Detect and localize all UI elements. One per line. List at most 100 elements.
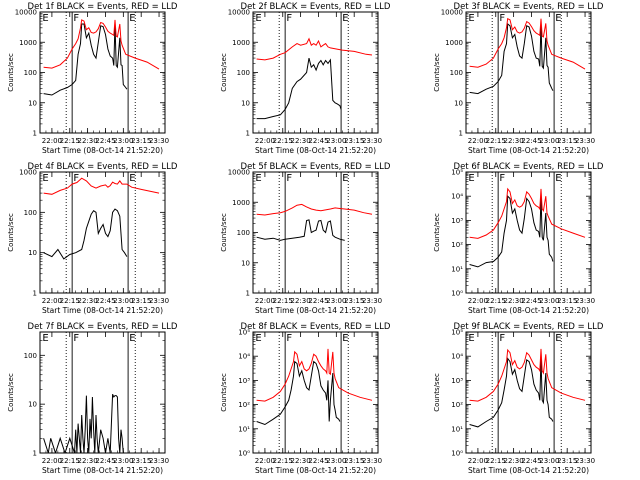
y-tick-label: 10⁴ — [451, 353, 463, 361]
x-tick-label: 22:15 — [60, 297, 80, 305]
detector-panel-7: Det 7f BLACK = Events, RED = LLD 1 10 100 22… — [7, 322, 178, 475]
x-tick-label: 22:15 — [486, 457, 506, 465]
x-tick-label: 22:45 — [95, 137, 115, 145]
x-tick-label: 22:00 — [468, 297, 488, 305]
y-tick-label: 10¹ — [451, 425, 463, 433]
y-axis-label: Counts/sec — [433, 213, 441, 252]
x-axis-label: Start Time (08-Oct-14 21:52:20) — [468, 146, 589, 155]
series-group — [469, 17, 586, 95]
x-tick-label: 22:00 — [255, 457, 275, 465]
lld-series-line — [256, 37, 373, 61]
events-series-line — [43, 394, 124, 453]
x-tick-label: 23:15 — [557, 457, 577, 465]
x-tick-label: 23:15 — [344, 297, 364, 305]
region-label: E — [342, 13, 348, 24]
y-tick-label: 10¹ — [451, 265, 463, 273]
plot-frame — [39, 331, 166, 454]
events-series-line — [256, 360, 341, 426]
x-tick-label: 23:00 — [113, 457, 133, 465]
x-tick-label: 22:45 — [308, 297, 328, 305]
x-tick-label: 22:15 — [486, 297, 506, 305]
y-tick-label: 10¹ — [238, 425, 250, 433]
region-label: F — [499, 333, 505, 344]
y-tick-label: 10⁵ — [238, 329, 250, 337]
plot-frame — [465, 11, 592, 134]
panel-title: Det 9f BLACK = Events, RED = LLD — [454, 322, 604, 332]
y-tick-label: 10 — [454, 99, 463, 107]
region-label: E — [555, 173, 561, 184]
x-tick-label: 23:00 — [326, 137, 346, 145]
y-tick-label: 10 — [28, 401, 37, 409]
region-label: E — [129, 13, 135, 24]
y-tick-label: 10 — [241, 259, 250, 267]
events-series-line — [469, 23, 554, 95]
region-label: E — [255, 173, 261, 184]
y-axis-label: Counts/sec — [7, 53, 15, 92]
x-tick-label: 22:30 — [504, 457, 524, 465]
x-tick-label: 22:30 — [78, 297, 98, 305]
x-axis-label: Start Time (08-Oct-14 21:52:20) — [42, 306, 163, 315]
y-tick-label: 100 — [237, 229, 250, 237]
panel-title: Det 8f BLACK = Events, RED = LLD — [241, 322, 391, 332]
plot-frame — [252, 11, 379, 134]
x-tick-label: 23:30 — [149, 457, 169, 465]
x-tick-label: 23:30 — [149, 297, 169, 305]
x-tick-label: 23:30 — [149, 137, 169, 145]
y-axis-label: Counts/sec — [220, 53, 228, 92]
x-tick-label: 22:00 — [255, 297, 275, 305]
y-tick-label: 10⁰ — [238, 450, 250, 458]
panel-title: Det 6f BLACK = Events, RED = LLD — [454, 162, 604, 172]
detector-panel-8: Det 8f BLACK = Events, RED = LLD 10⁰ 10¹ 10… — [220, 322, 391, 475]
x-tick-label: 23:00 — [326, 297, 346, 305]
x-tick-label: 22:30 — [291, 297, 311, 305]
y-tick-label: 100 — [24, 209, 37, 217]
y-tick-label: 10² — [451, 401, 463, 409]
region-label: E — [255, 333, 261, 344]
region-label: E — [255, 13, 261, 24]
y-tick-label: 10 — [28, 99, 37, 107]
x-tick-label: 23:15 — [557, 137, 577, 145]
x-tick-label: 23:30 — [575, 457, 595, 465]
y-tick-label: 10⁴ — [238, 353, 250, 361]
lld-series-line — [469, 187, 586, 239]
x-axis-label: Start Time (08-Oct-14 21:52:20) — [255, 306, 376, 315]
region-label: F — [499, 13, 505, 24]
y-tick-label: 100 — [450, 69, 463, 77]
events-series-line — [43, 23, 128, 96]
x-tick-label: 22:00 — [42, 297, 62, 305]
y-tick-label: 1 — [246, 130, 250, 138]
plot-frame — [39, 11, 166, 134]
x-tick-label: 22:30 — [78, 457, 98, 465]
region-label: E — [342, 173, 348, 184]
x-tick-label: 22:00 — [255, 137, 275, 145]
series-group — [43, 394, 124, 453]
y-tick-label: 10000 — [15, 9, 37, 17]
region-label: F — [73, 13, 79, 24]
y-axis-label: Counts/sec — [7, 213, 15, 252]
region-label: F — [286, 13, 292, 24]
y-tick-label: 10² — [238, 401, 250, 409]
y-tick-label: 1 — [459, 130, 463, 138]
x-tick-label: 23:15 — [557, 297, 577, 305]
panel-title: Det 1f BLACK = Events, RED = LLD — [28, 2, 178, 12]
y-tick-label: 10² — [451, 241, 463, 249]
x-tick-label: 23:30 — [362, 297, 382, 305]
x-tick-label: 22:00 — [42, 137, 62, 145]
x-tick-label: 22:15 — [273, 137, 293, 145]
events-series-line — [469, 195, 554, 268]
x-tick-label: 23:30 — [575, 297, 595, 305]
x-tick-label: 22:15 — [60, 137, 80, 145]
y-tick-label: 10⁰ — [451, 290, 463, 298]
y-tick-label: 10 — [241, 99, 250, 107]
x-tick-label: 23:15 — [131, 457, 151, 465]
y-axis-label: Counts/sec — [7, 373, 15, 412]
plot-frame — [252, 331, 379, 454]
region-label: E — [555, 13, 561, 24]
y-tick-label: 1000 — [445, 39, 463, 47]
y-tick-label: 100 — [24, 69, 37, 77]
panel-title: Det 4f BLACK = Events, RED = LLD — [28, 162, 178, 172]
x-tick-label: 23:15 — [344, 457, 364, 465]
lld-series-line — [43, 19, 160, 70]
x-tick-label: 23:00 — [539, 297, 559, 305]
x-tick-label: 22:30 — [78, 137, 98, 145]
